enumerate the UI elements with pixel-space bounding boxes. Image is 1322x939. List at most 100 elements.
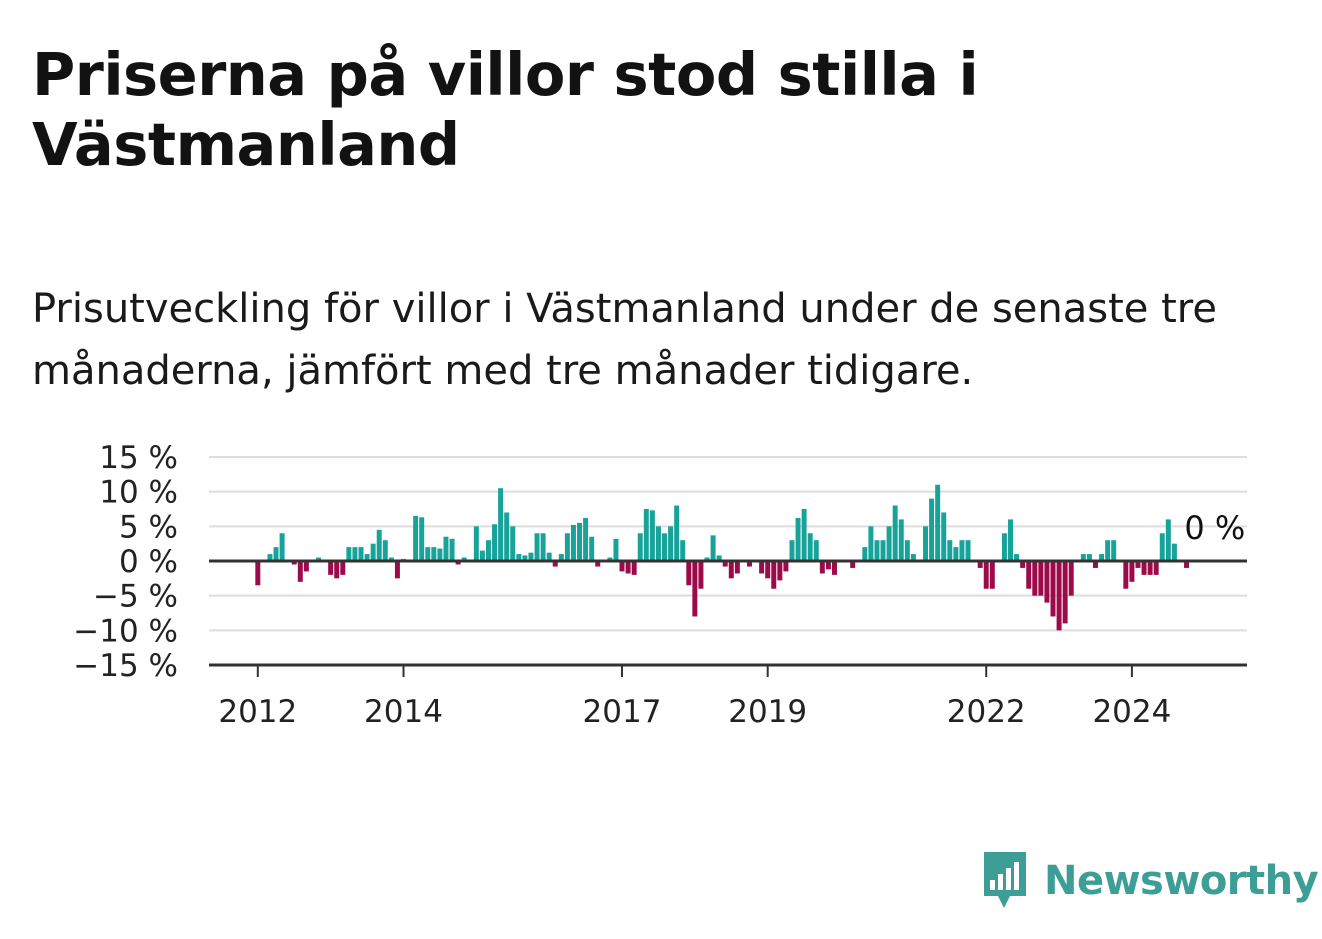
bar <box>291 561 297 565</box>
bar <box>1026 561 1032 589</box>
bar <box>303 561 309 572</box>
axes <box>209 559 1247 667</box>
bar <box>649 510 655 561</box>
x-tick-label: 2019 <box>728 694 807 730</box>
bar <box>516 554 522 561</box>
bar <box>534 533 540 561</box>
bar <box>819 561 825 574</box>
y-tick-label: −15 % <box>73 648 178 684</box>
bar <box>528 552 534 561</box>
bar <box>328 561 334 575</box>
bar <box>643 509 649 561</box>
bar <box>394 561 400 579</box>
bar <box>1135 561 1141 568</box>
x-tick-label: 2012 <box>218 694 297 730</box>
bar <box>825 561 831 570</box>
bar <box>1147 561 1153 575</box>
bar <box>340 561 346 575</box>
bar <box>376 529 382 561</box>
bar <box>923 526 929 561</box>
bar <box>886 526 892 561</box>
bar <box>868 526 874 561</box>
y-tick-label: −5 % <box>93 579 178 615</box>
bar <box>540 533 546 561</box>
bar <box>674 505 680 561</box>
bar <box>1014 554 1020 561</box>
x-tick-label: 2017 <box>583 694 662 730</box>
bar <box>558 554 564 561</box>
bar <box>801 509 807 561</box>
bar <box>977 561 983 568</box>
bar <box>989 561 995 589</box>
bar <box>983 561 989 589</box>
bar <box>637 533 643 561</box>
bar <box>704 557 710 561</box>
bar <box>692 561 698 617</box>
bar <box>953 547 959 561</box>
bar <box>1159 533 1165 561</box>
bar <box>831 561 837 575</box>
bar <box>607 557 613 561</box>
bar <box>279 533 285 561</box>
bar <box>686 561 692 586</box>
bar <box>1062 561 1068 624</box>
bar <box>777 561 783 581</box>
bar <box>613 538 619 561</box>
bar <box>965 540 971 561</box>
bar <box>874 540 880 561</box>
bar <box>577 522 583 561</box>
bar <box>716 555 722 561</box>
y-axis-ticks: 15 %10 %5 %0 %−5 %−10 %−15 % <box>73 440 178 684</box>
bar <box>461 557 467 561</box>
bar <box>522 555 528 561</box>
bar <box>1123 561 1129 589</box>
bar <box>947 540 953 561</box>
bar <box>255 561 261 586</box>
bar <box>1099 554 1105 561</box>
bar <box>388 557 394 561</box>
bar <box>449 538 455 561</box>
chart-title: Priserna på villor stod stilla i Västman… <box>32 40 979 179</box>
bar <box>1008 519 1013 561</box>
bar <box>570 524 576 561</box>
y-tick-label: 5 % <box>119 509 178 545</box>
bar <box>564 533 570 561</box>
bar <box>662 533 667 561</box>
bar <box>583 518 589 561</box>
bar <box>552 561 558 567</box>
bar <box>892 505 898 561</box>
bar <box>546 552 552 561</box>
bar <box>795 518 801 561</box>
bar <box>431 547 437 561</box>
bar <box>625 561 631 574</box>
bar <box>807 533 813 561</box>
bar <box>668 526 674 561</box>
bar <box>425 547 431 561</box>
bar <box>1105 540 1111 561</box>
bar <box>267 554 273 561</box>
bar <box>941 512 947 561</box>
bar <box>631 561 637 575</box>
bar <box>734 561 740 574</box>
bar <box>783 561 789 572</box>
bar <box>316 557 321 561</box>
bar <box>680 540 686 561</box>
bar <box>747 561 752 567</box>
x-tick-label: 2014 <box>364 694 443 730</box>
bar <box>1171 543 1177 561</box>
bar <box>510 526 516 561</box>
bar <box>504 512 510 561</box>
bar-chart: 15 %10 %5 %0 %−5 %−10 %−15 % 2012 2014 201… <box>73 440 1247 730</box>
bar <box>443 536 449 561</box>
bar <box>479 550 485 561</box>
bar <box>728 561 734 579</box>
bar <box>358 547 364 561</box>
bar <box>929 498 935 561</box>
bar <box>1086 554 1092 561</box>
bar <box>619 561 625 572</box>
bar <box>1093 561 1098 568</box>
x-axis-ticks: 2012 2014 2017 2019 2022 2024 <box>218 665 1171 730</box>
bar <box>589 536 595 561</box>
bar <box>1184 561 1190 568</box>
bar <box>759 561 765 574</box>
